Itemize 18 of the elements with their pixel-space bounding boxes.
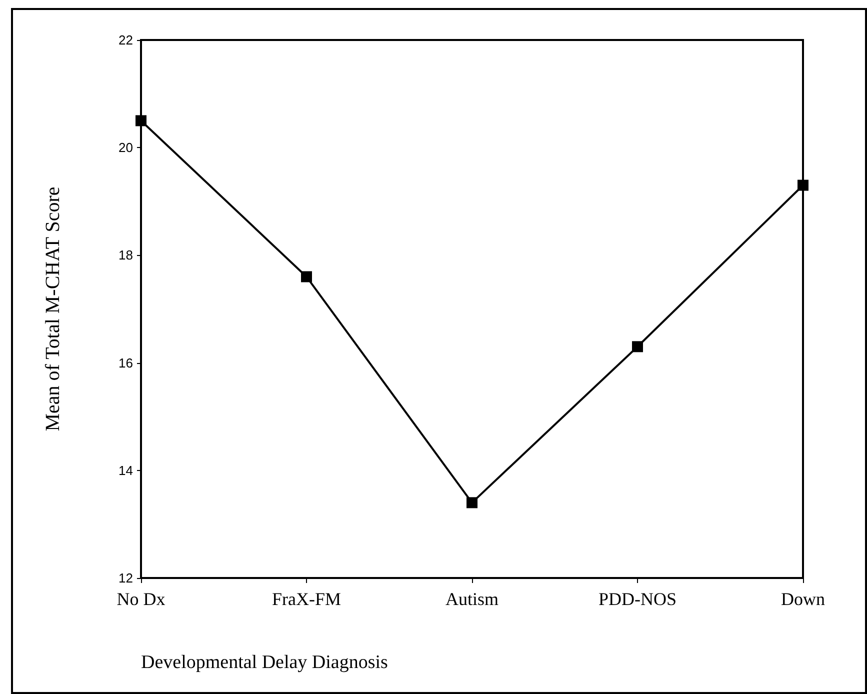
y-tick-label: 20 bbox=[118, 140, 133, 156]
y-tick-label: 16 bbox=[118, 355, 133, 370]
y-tick-label: 18 bbox=[118, 248, 133, 263]
x-tick-label: Autism bbox=[445, 589, 499, 609]
x-axis-title: Developmental Delay Diagnosis bbox=[141, 652, 388, 673]
y-tick-label: 12 bbox=[118, 570, 133, 586]
point bbox=[136, 115, 146, 126]
point bbox=[632, 341, 643, 352]
point bbox=[301, 271, 312, 282]
x-tick-label: No Dx bbox=[116, 589, 166, 609]
y-tick-label: 14 bbox=[118, 462, 133, 478]
point bbox=[798, 180, 808, 191]
x-tick-label: FraX-FM bbox=[272, 589, 342, 609]
point bbox=[466, 497, 478, 508]
x-tick-label: PDD-NOS bbox=[598, 589, 677, 609]
y-tick-label: 22 bbox=[118, 32, 133, 48]
y-axis-title: Mean of Total M-CHAT Score bbox=[42, 186, 64, 432]
x-tick-label: Down bbox=[781, 589, 825, 609]
